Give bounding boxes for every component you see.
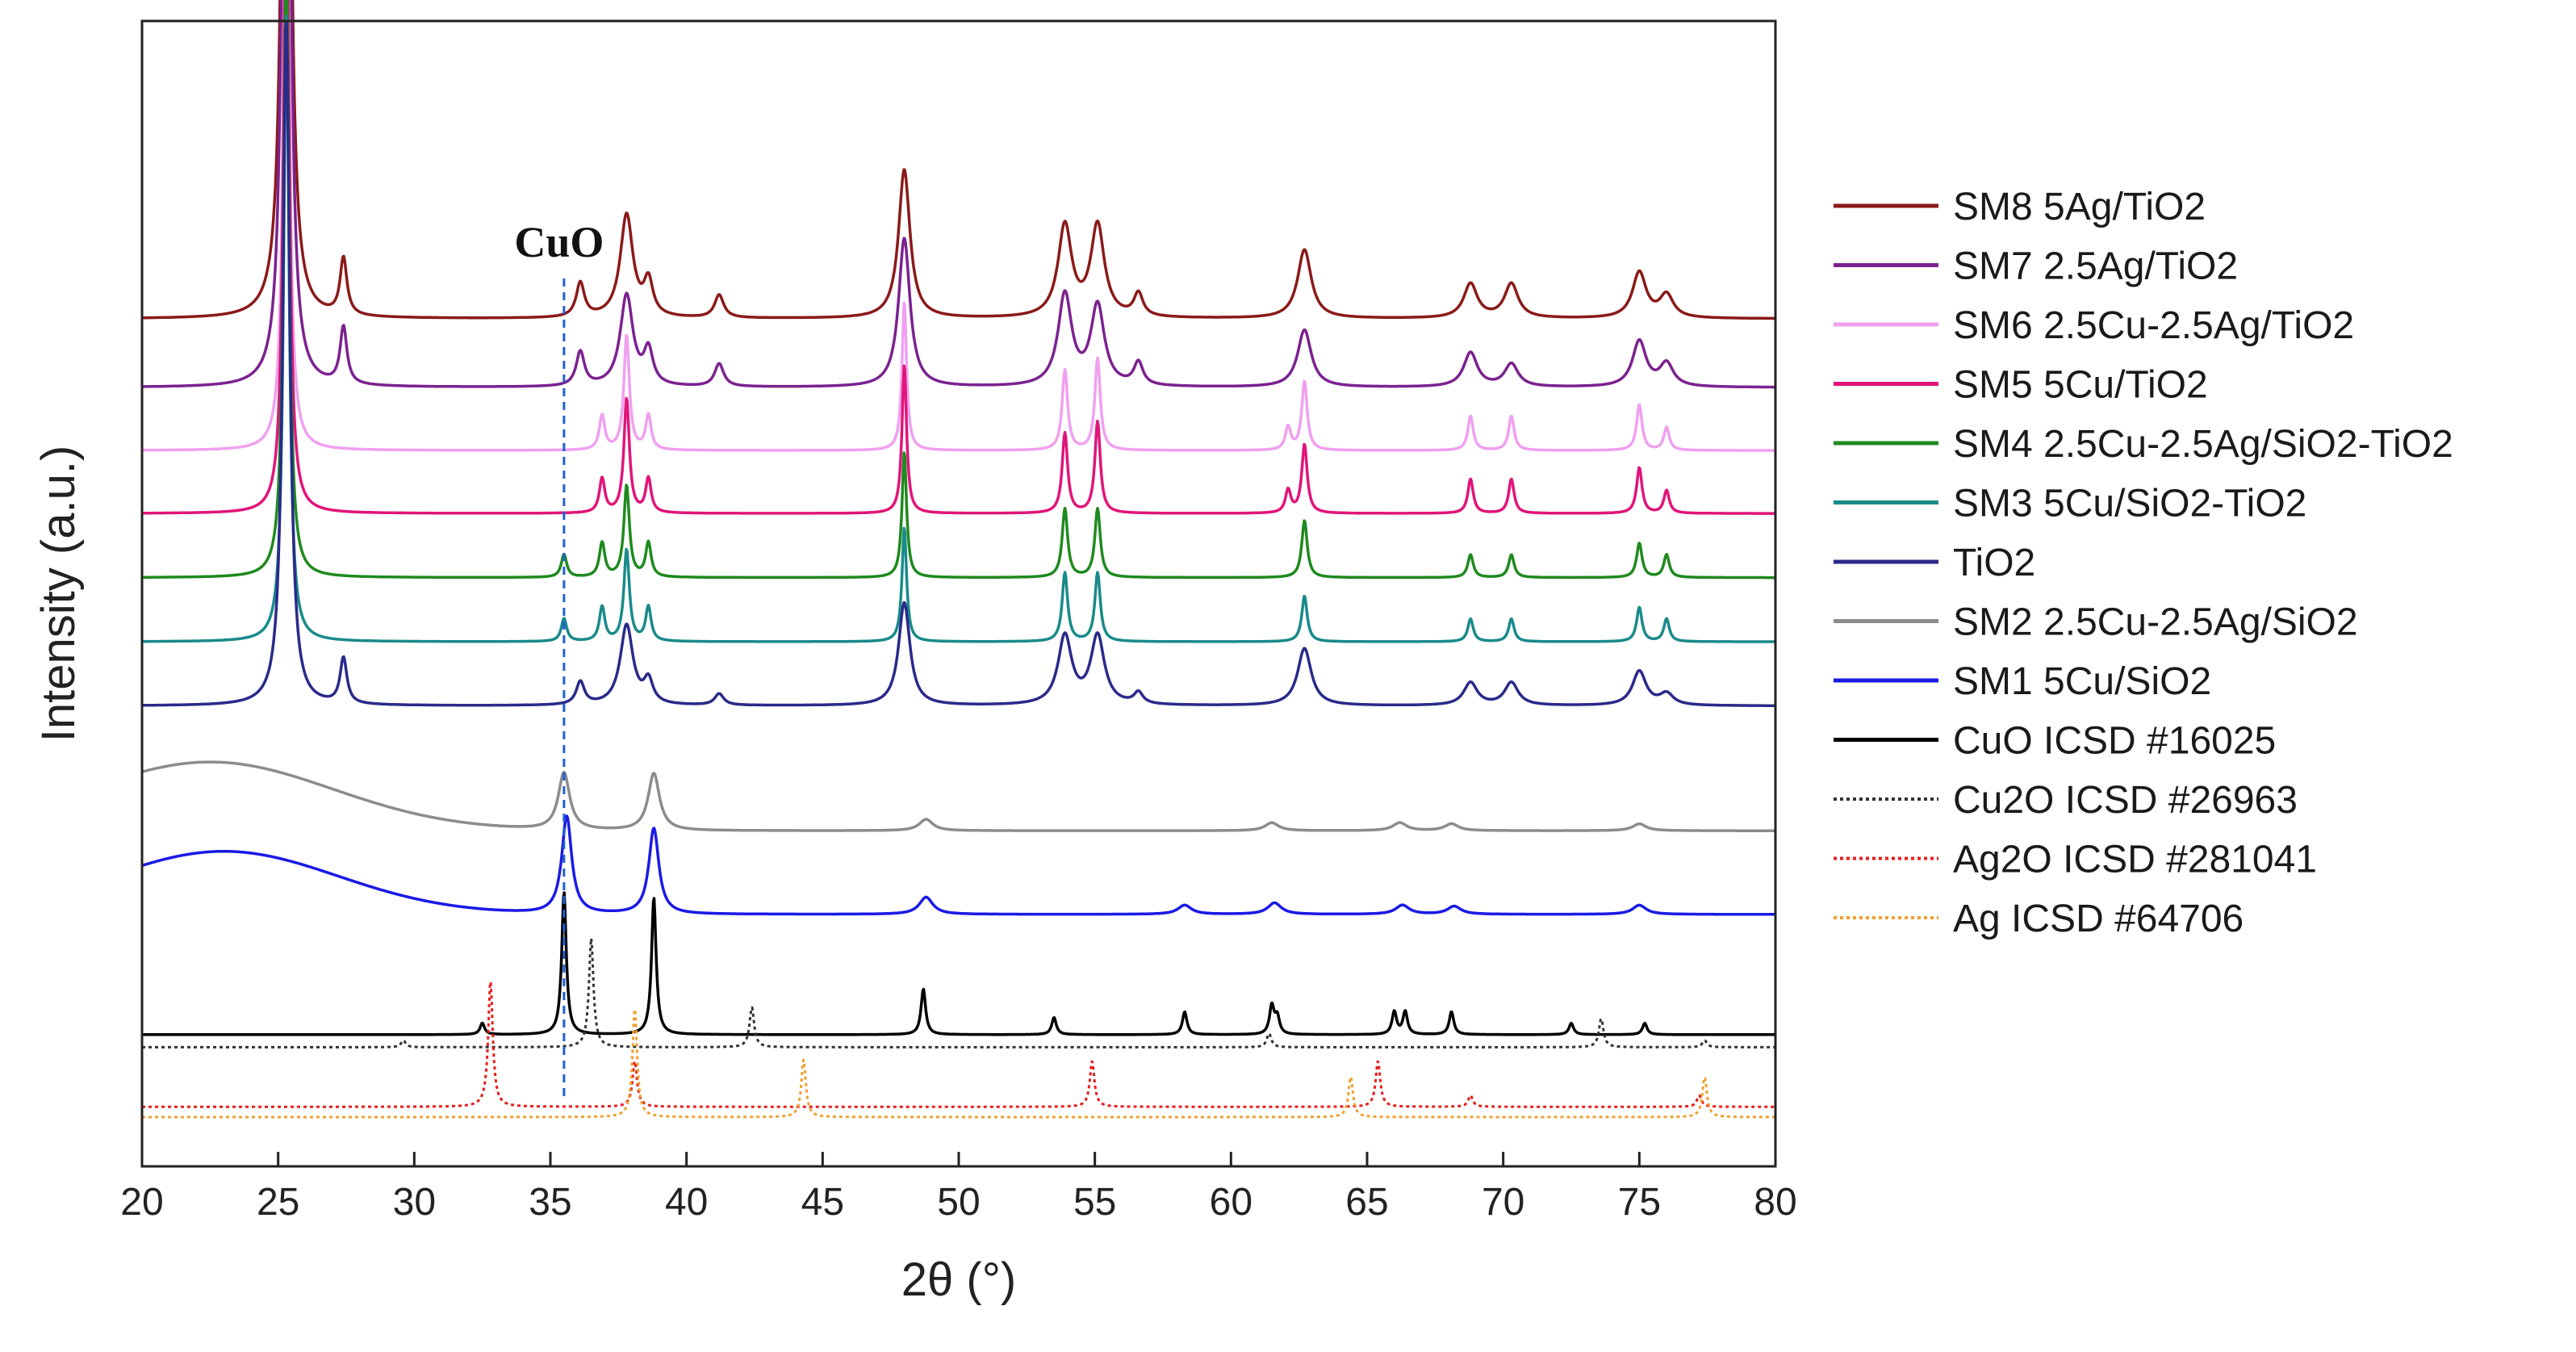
series-line-2 — [141, 0, 1776, 452]
x-tick-label-11: 75 — [1618, 1181, 1661, 1224]
x-tick-label-8: 60 — [1210, 1181, 1252, 1224]
annotation-layer: CuO — [514, 218, 604, 1102]
series-line-7 — [141, 760, 1776, 832]
series-line-11 — [141, 981, 1776, 1108]
x-tick-label-0: 20 — [120, 1181, 163, 1224]
series-layer — [141, 0, 1776, 1119]
legend-label-1: SM7 2.5Ag/TiO2 — [1953, 245, 2238, 288]
x-tick-label-1: 25 — [257, 1181, 299, 1224]
series-line-6 — [141, 19, 1776, 707]
x-tick-label-6: 50 — [937, 1181, 980, 1224]
x-tick-label-7: 55 — [1073, 1181, 1116, 1224]
legend-label-3: SM5 5Cu/TiO2 — [1953, 364, 2208, 407]
y-axis-label: Intensity (a.u.) — [32, 446, 85, 742]
series-line-12 — [141, 1008, 1776, 1119]
x-tick-label-2: 30 — [393, 1181, 436, 1224]
series-line-0 — [141, 0, 1776, 320]
plot-frame — [140, 19, 1777, 1168]
series-line-9 — [141, 891, 1776, 1036]
legend-label-8: SM1 5Cu/SiO2 — [1953, 660, 2211, 703]
x-axis-ticks: 20 25 30 35 40 45 50 55 60 65 70 75 80 — [120, 1152, 1797, 1224]
x-tick-label-9: 65 — [1345, 1181, 1388, 1224]
legend-label-12: Ag ICSD #64706 — [1953, 898, 2244, 940]
x-tick-label-3: 35 — [529, 1181, 571, 1224]
legend-label-4: SM4 2.5Cu-2.5Ag/SiO2-TiO2 — [1953, 423, 2453, 466]
series-line-5 — [141, 15, 1776, 643]
legend-label-6: TiO2 — [1953, 542, 2035, 584]
legend-label-0: SM8 5Ag/TiO2 — [1953, 186, 2206, 228]
x-tick-label-12: 80 — [1754, 1181, 1796, 1224]
legend-label-9: CuO ICSD #16025 — [1953, 720, 2276, 763]
legend-label-11: Ag2O ICSD #281041 — [1953, 839, 2317, 881]
legend-label-7: SM2 2.5Cu-2.5Ag/SiO2 — [1953, 601, 2358, 644]
x-tick-label-10: 70 — [1482, 1181, 1524, 1224]
cuo-annotation-label: CuO — [514, 218, 604, 266]
series-line-1 — [141, 0, 1776, 389]
series-line-3 — [141, 0, 1776, 515]
series-line-8 — [141, 814, 1776, 916]
legend: SM8 5Ag/TiO2 SM7 2.5Ag/TiO2 SM6 2.5Cu-2.5A… — [1834, 186, 2453, 940]
legend-label-2: SM6 2.5Cu-2.5Ag/TiO2 — [1953, 304, 2354, 347]
x-tick-label-4: 40 — [665, 1181, 708, 1224]
legend-label-10: Cu2O ICSD #26963 — [1953, 779, 2298, 822]
x-tick-label-5: 45 — [801, 1181, 844, 1224]
series-line-4 — [141, 0, 1776, 580]
series-line-10 — [141, 937, 1776, 1049]
x-axis-label: 2θ (°) — [901, 1254, 1016, 1306]
legend-label-5: SM3 5Cu/SiO2-TiO2 — [1953, 483, 2306, 525]
